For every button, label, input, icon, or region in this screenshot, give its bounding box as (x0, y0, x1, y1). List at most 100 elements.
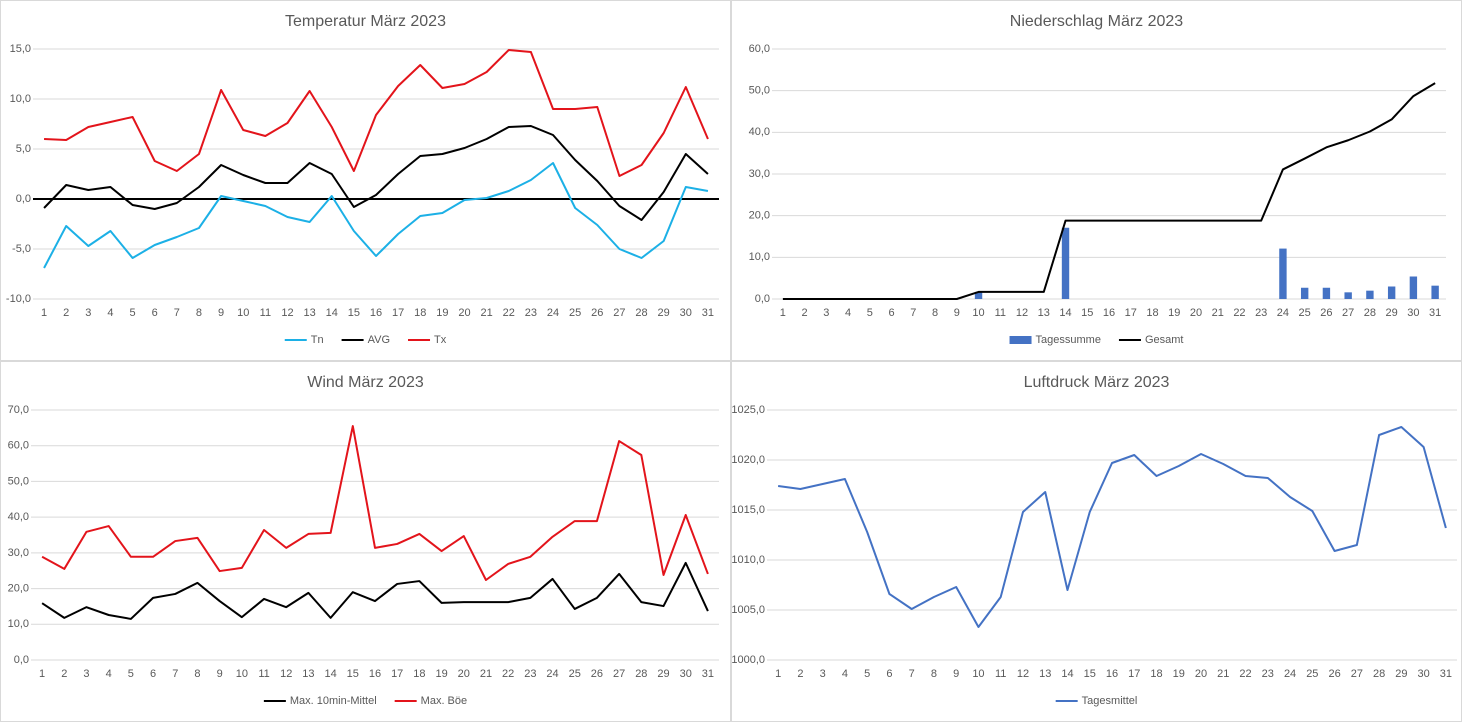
legend: Tn AVG Tx (284, 334, 447, 346)
x-tick-label: 31 (1429, 307, 1441, 319)
x-tick-label: 17 (1128, 668, 1140, 680)
x-tick-label: 17 (392, 307, 404, 319)
x-tick-label: 15 (1084, 668, 1096, 680)
y-tick-label: 0,0 (755, 293, 770, 305)
x-tick-label: 16 (1103, 307, 1115, 319)
x-tick-label: 22 (1233, 307, 1245, 319)
bar (1344, 292, 1352, 299)
x-tick-label: 27 (1351, 668, 1363, 680)
x-tick-label: 25 (1306, 668, 1318, 680)
x-tick-label: 27 (613, 307, 625, 319)
x-tick-label: 31 (702, 668, 714, 680)
chart-title: Luftdruck März 2023 (1024, 374, 1170, 391)
x-tick-label: 18 (1146, 307, 1158, 319)
y-tick-label: 20,0 (749, 210, 770, 222)
x-tick-label: 23 (1255, 307, 1267, 319)
x-tick-label: 14 (324, 668, 336, 680)
x-tick-label: 10 (972, 307, 984, 319)
bar (1279, 248, 1287, 299)
x-tick-label: 7 (909, 668, 915, 680)
x-tick-label: 6 (889, 307, 895, 319)
legend: Max. 10min-Mittel Max. Böe (263, 695, 467, 707)
legend-label: Tagesmittel (1082, 695, 1138, 707)
bar (974, 291, 983, 299)
x-tick-label: 8 (932, 307, 938, 319)
y-tick-label: 1005,0 (731, 604, 765, 616)
y-tick-label: 30,0 (8, 547, 29, 559)
x-tick-label: 3 (85, 307, 91, 319)
x-tick-label: 9 (217, 668, 223, 680)
x-tick-label: 26 (1320, 307, 1332, 319)
x-tick-label: 22 (502, 668, 514, 680)
y-tick-label: 20,0 (8, 582, 29, 594)
x-tick-label: 16 (1106, 668, 1118, 680)
x-tick-label: 12 (280, 668, 292, 680)
legend: Tagessumme Gesamt (1009, 334, 1183, 346)
legend-label: Tx (434, 334, 447, 346)
x-tick-label: 20 (1195, 668, 1207, 680)
x-tick-label: 2 (63, 307, 69, 319)
legend-label: Tn (311, 334, 324, 346)
x-tick-label: 31 (702, 307, 714, 319)
x-tick-label: 2 (797, 668, 803, 680)
y-tick-label: 0,0 (16, 193, 31, 205)
x-tick-label: 21 (1217, 668, 1229, 680)
legend-label: Tagessumme (1036, 334, 1101, 346)
panel (731, 361, 1462, 722)
x-tick-label: 23 (524, 668, 536, 680)
x-tick-label: 20 (458, 668, 470, 680)
y-tick-label: 1025,0 (731, 404, 765, 416)
x-tick-label: 11 (995, 307, 1006, 319)
chart-title: Temperatur März 2023 (285, 13, 446, 30)
x-tick-label: 20 (1190, 307, 1202, 319)
x-tick-label: 12 (1017, 668, 1029, 680)
y-tick-label: -10,0 (6, 293, 31, 305)
y-tick-label: 10,0 (10, 93, 31, 105)
x-tick-label: 7 (172, 668, 178, 680)
x-tick-label: 17 (1125, 307, 1137, 319)
x-tick-label: 21 (1212, 307, 1224, 319)
x-tick-label: 4 (845, 307, 851, 319)
legend: Tagesmittel (1055, 695, 1138, 707)
x-tick-label: 24 (547, 307, 559, 319)
line-series (782, 82, 1436, 300)
x-tick-label: 2 (802, 307, 808, 319)
x-tick-label: 5 (867, 307, 873, 319)
x-tick-label: 13 (1038, 307, 1050, 319)
x-tick-label: 24 (1284, 668, 1296, 680)
x-tick-label: 1 (780, 307, 786, 319)
x-tick-label: 2 (61, 668, 67, 680)
x-tick-label: 3 (823, 307, 829, 319)
x-tick-label: 28 (1373, 668, 1385, 680)
x-tick-label: 29 (658, 307, 670, 319)
line-series (44, 49, 709, 177)
y-tick-label: 10,0 (8, 618, 29, 630)
legend-label: Max. Böe (421, 695, 467, 707)
x-tick-label: 17 (391, 668, 403, 680)
x-tick-label: 13 (302, 668, 314, 680)
x-tick-label: 23 (1262, 668, 1274, 680)
x-tick-label: 26 (1328, 668, 1340, 680)
x-tick-label: 14 (326, 307, 338, 319)
chart-title: Wind März 2023 (307, 374, 424, 391)
x-tick-label: 9 (218, 307, 224, 319)
x-tick-label: 4 (106, 668, 112, 680)
x-tick-label: 29 (657, 668, 669, 680)
panel (0, 0, 731, 361)
x-tick-label: 6 (150, 668, 156, 680)
x-tick-label: 8 (194, 668, 200, 680)
bar (1061, 227, 1070, 299)
x-tick-label: 8 (196, 307, 202, 319)
x-tick-label: 19 (435, 668, 447, 680)
x-tick-label: 18 (1150, 668, 1162, 680)
y-tick-label: 1000,0 (731, 654, 765, 666)
bar (1409, 276, 1418, 299)
x-tick-label: 5 (128, 668, 134, 680)
x-tick-label: 26 (591, 668, 603, 680)
y-tick-label: 5,0 (16, 143, 31, 155)
x-tick-label: 4 (842, 668, 848, 680)
panel (0, 361, 731, 722)
x-tick-label: 23 (525, 307, 537, 319)
x-tick-label: 11 (258, 668, 269, 680)
